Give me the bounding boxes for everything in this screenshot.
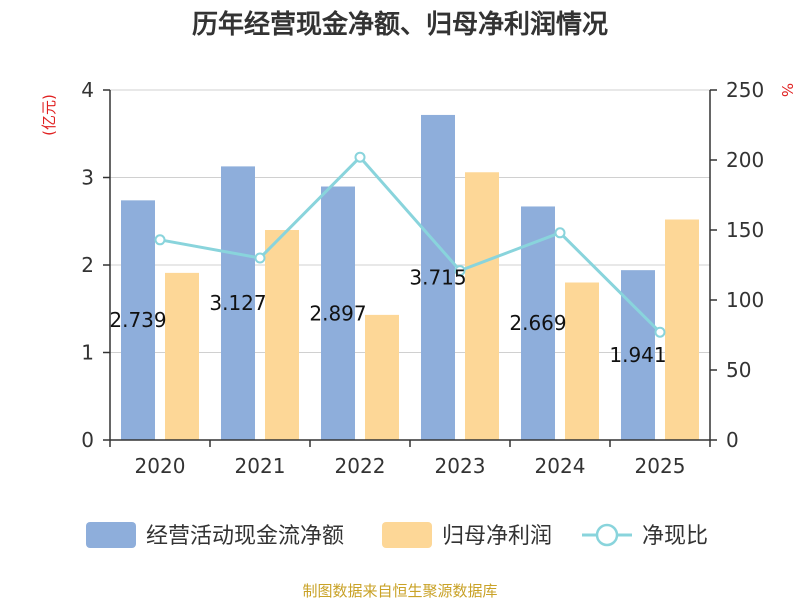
ratio-point <box>454 265 466 277</box>
right-tick-label: 200 <box>726 148 764 172</box>
legend-label: 净现比 <box>642 524 708 549</box>
cashflow-data-label: 3.715 <box>409 265 466 289</box>
source-note: 制图数据来自恒生聚源数据库 <box>302 582 497 600</box>
cashflow-bar <box>121 200 155 440</box>
left-tick-label: 1 <box>81 341 94 365</box>
x-tick-label: 2021 <box>235 454 286 478</box>
right-tick-label: 0 <box>726 428 739 452</box>
x-tick-label: 2024 <box>535 454 586 478</box>
bars <box>121 114 699 440</box>
left-axis-unit: (亿元) <box>40 94 58 136</box>
net-profit-bar <box>265 230 299 440</box>
ratio-line-path <box>159 155 662 334</box>
right-tick-label: 50 <box>726 358 751 382</box>
legend: 经营活动现金流净额 归母净利润 净现比 <box>86 522 708 549</box>
grid <box>110 89 710 353</box>
legend-swatch <box>382 522 432 548</box>
x-tick-label: 2022 <box>335 454 386 478</box>
legend-swatch <box>86 522 136 548</box>
net-profit-bar <box>165 272 199 440</box>
cashflow-data-label: 2.897 <box>309 301 366 325</box>
left-tick-label: 2 <box>81 253 94 277</box>
net-profit-bar <box>465 172 499 440</box>
right-tick-label: 250 <box>726 78 764 102</box>
left-tick-label: 3 <box>81 166 94 190</box>
right-tick-label: 100 <box>726 288 764 312</box>
net-profit-bar <box>665 219 699 440</box>
legend-line-marker <box>595 523 619 547</box>
right-axis-unit: % <box>778 83 796 97</box>
cashflow-bar <box>321 186 355 440</box>
legend-label: 归母净利润 <box>442 524 552 549</box>
net-profit-bar <box>365 314 399 440</box>
net-profit-bar <box>565 282 599 440</box>
cashflow-data-label: 1.941 <box>609 343 666 367</box>
right-tick-label: 150 <box>726 218 764 242</box>
x-tick-label: 2025 <box>635 454 686 478</box>
ratio-point <box>154 234 166 246</box>
ratio-point <box>254 252 266 264</box>
ratio-point <box>554 227 566 239</box>
ratio-line <box>154 151 666 338</box>
cashflow-bar <box>221 166 255 440</box>
ratio-point <box>654 326 666 338</box>
left-tick-label: 0 <box>81 428 94 452</box>
legend-label: 经营活动现金流净额 <box>146 524 344 549</box>
chart-title: 历年经营现金净额、归母净利润情况 <box>192 9 608 40</box>
axes: 0 1 2 3 4 0 50 100 150 200 250 2020 2021 2022 2023 2024… <box>81 78 764 478</box>
cashflow-data-label: 3.127 <box>209 291 266 315</box>
left-tick-label: 4 <box>81 78 94 102</box>
ratio-point <box>354 151 366 163</box>
x-tick-label: 2023 <box>435 454 486 478</box>
cashflow-data-label: 2.739 <box>109 308 166 332</box>
data-labels: 2.739 3.127 2.897 3.715 2.669 1.941 <box>109 265 666 367</box>
x-tick-label: 2020 <box>135 454 186 478</box>
cashflow-bar <box>421 114 455 440</box>
cashflow-data-label: 2.669 <box>509 311 566 335</box>
